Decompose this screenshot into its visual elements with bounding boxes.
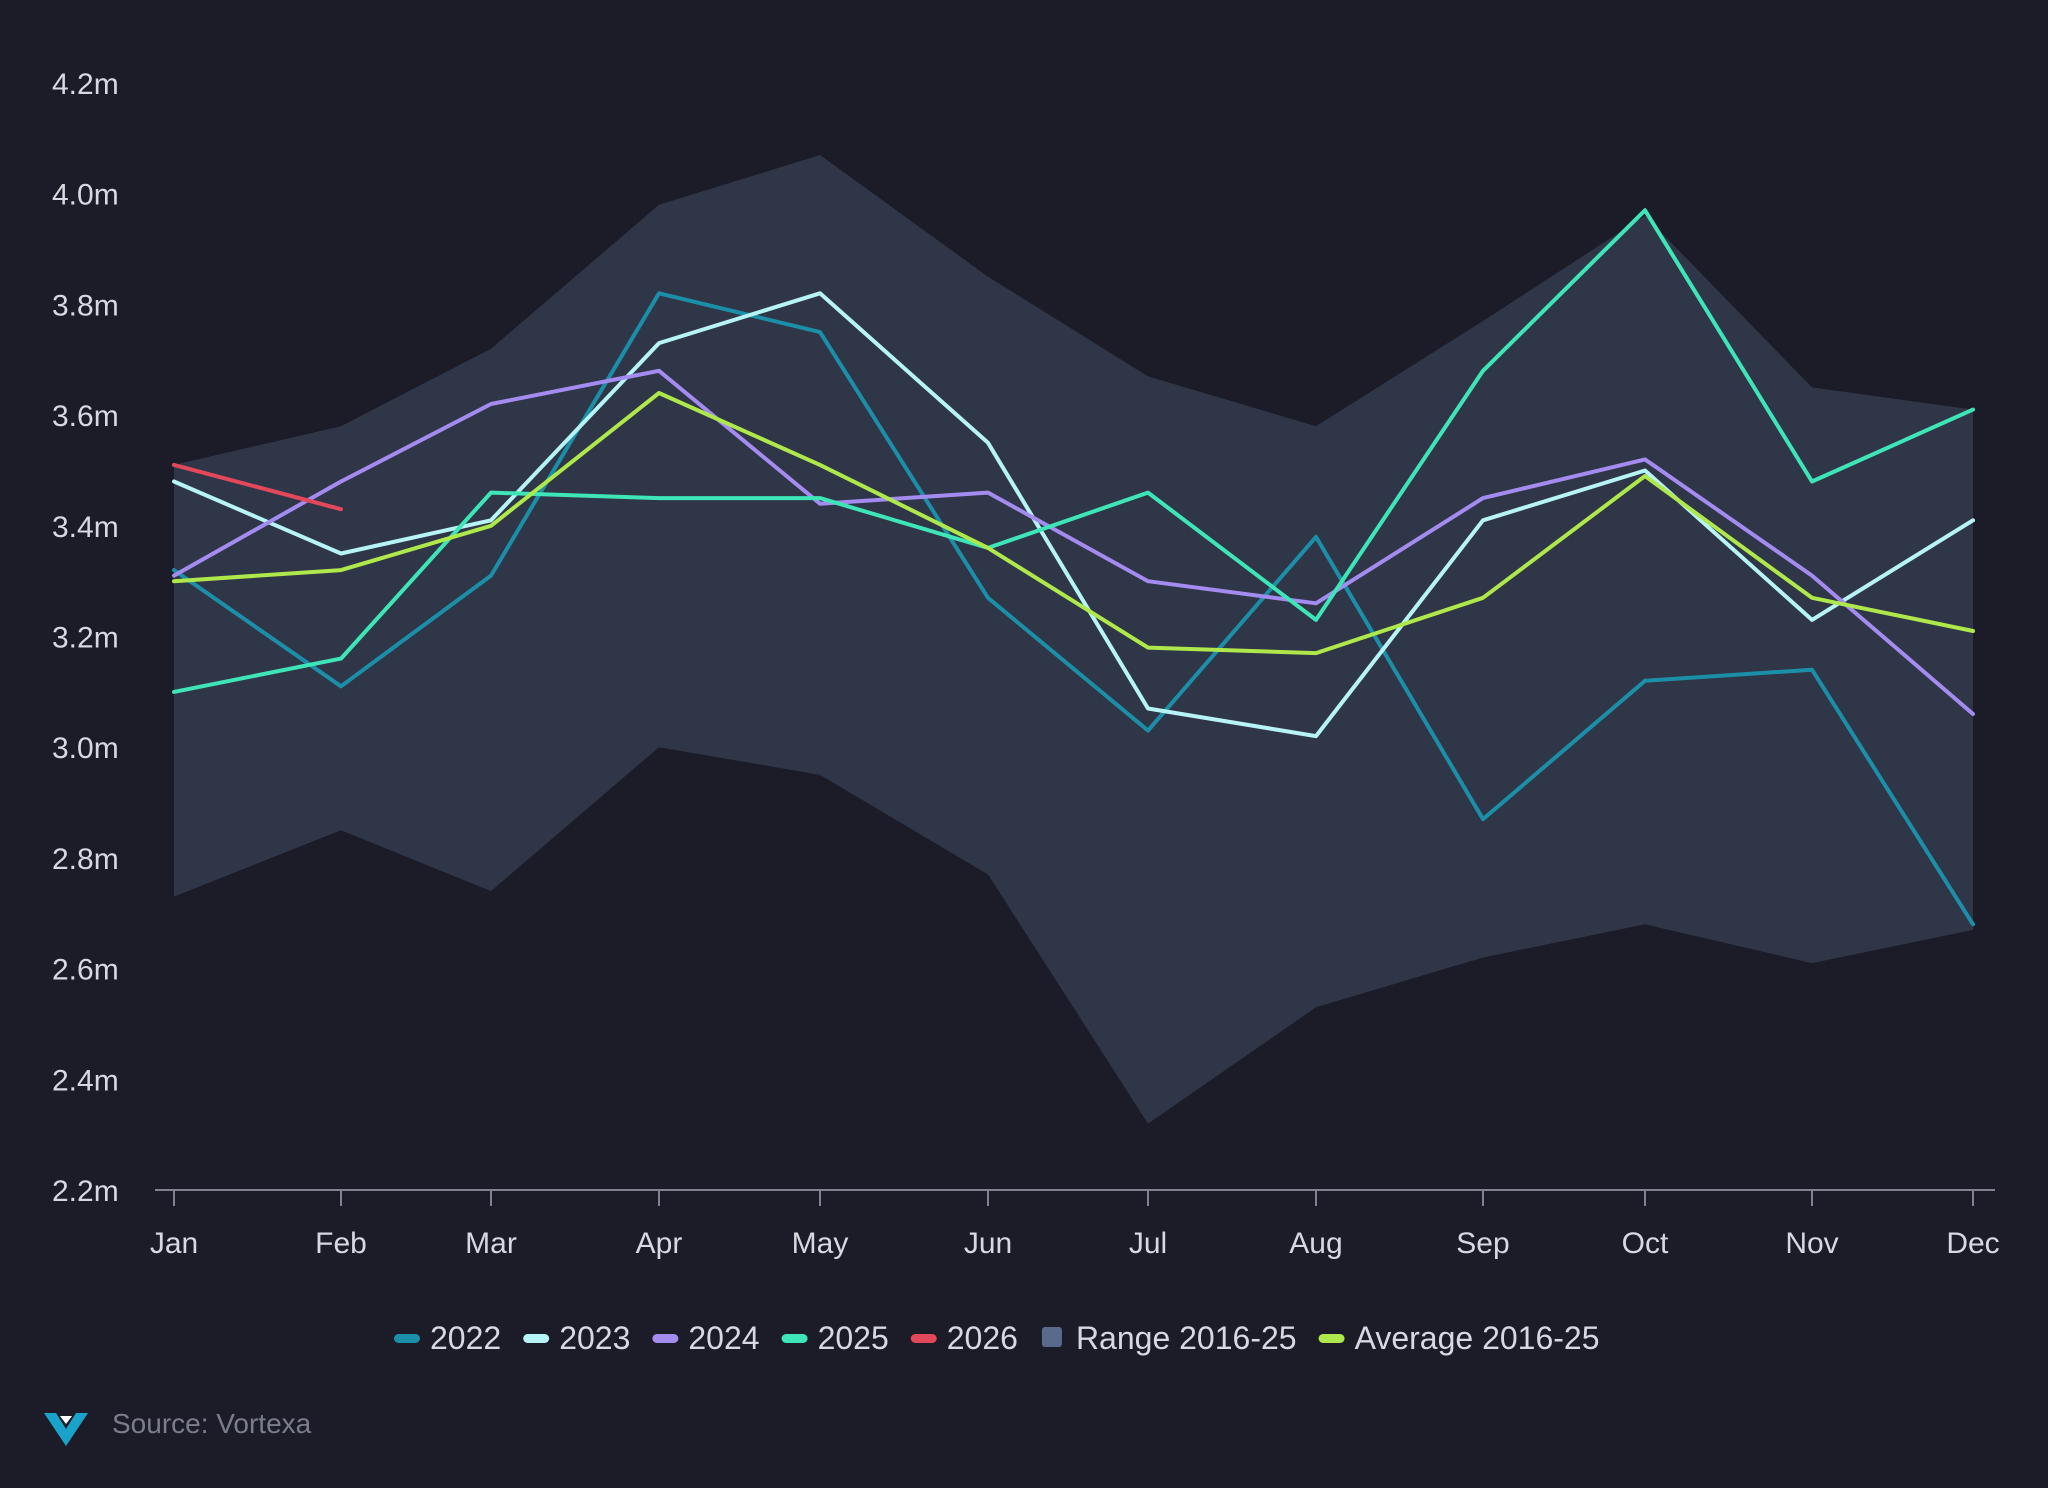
legend-marker-2022 — [394, 1334, 420, 1343]
x-tick-label: Mar — [465, 1227, 517, 1260]
x-tick-label: Sep — [1456, 1227, 1509, 1260]
series-line-2026 — [172, 462, 343, 512]
y-tick-label: 4.2m — [52, 68, 119, 101]
y-tick-label: 4.0m — [52, 179, 119, 212]
series-line-2022 — [172, 291, 1975, 927]
legend-label-range-2016-25[interactable]: Range 2016-25 — [1076, 1320, 1297, 1356]
legend-marker-average-2016-25 — [1318, 1334, 1345, 1343]
vortexa-logo-icon — [44, 1413, 88, 1446]
source-text: Source: Vortexa — [112, 1408, 312, 1439]
y-tick-label: 3.6m — [52, 400, 119, 433]
legend-marker-2025 — [781, 1334, 808, 1343]
series-line-2024 — [172, 368, 1975, 716]
legend-label-2022[interactable]: 2022 — [430, 1320, 501, 1356]
x-tick-label: Jan — [150, 1227, 198, 1260]
x-tick-label: Aug — [1289, 1227, 1342, 1260]
x-tick-label: Nov — [1785, 1227, 1838, 1260]
x-tick-label: Jun — [964, 1227, 1012, 1260]
series-lines — [172, 208, 1975, 927]
footer: Source: Vortexa — [44, 1408, 312, 1446]
y-tick-label: 3.2m — [52, 622, 119, 655]
legend-marker-2023 — [523, 1334, 550, 1343]
y-tick-label: 3.4m — [52, 511, 119, 544]
x-tick-label: Feb — [315, 1227, 367, 1260]
y-tick-label: 3.8m — [52, 289, 119, 322]
legend: 2022 2023 2024 2025 2026 Range 2016-25 Average… — [394, 1320, 1600, 1356]
x-tick-label: Jul — [1129, 1227, 1167, 1260]
legend-label-2025[interactable]: 2025 — [818, 1320, 889, 1356]
y-tick-label: 2.8m — [52, 843, 119, 876]
legend-label-2024[interactable]: 2024 — [688, 1320, 759, 1356]
x-tick-label: Oct — [1622, 1227, 1669, 1260]
range-band — [174, 155, 1973, 1124]
series-line-average-2016-25 — [172, 391, 1975, 656]
legend-label-2023[interactable]: 2023 — [559, 1320, 630, 1356]
y-tick-label: 2.2m — [52, 1175, 119, 1208]
legend-marker-range-2016-25 — [1041, 1327, 1062, 1347]
y-tick-label: 2.6m — [52, 954, 119, 987]
legend-label-average-2016-25[interactable]: Average 2016-25 — [1355, 1320, 1600, 1356]
y-tick-label: 3.0m — [52, 732, 119, 765]
range-area-layer — [174, 155, 1973, 1124]
legend-label-2026[interactable]: 2026 — [947, 1320, 1018, 1356]
x-tick-label: Apr — [636, 1227, 683, 1260]
y-tick-label: 2.4m — [52, 1064, 119, 1097]
legend-marker-2026 — [910, 1334, 937, 1343]
axes: Jan Feb Mar Apr May Jun Jul Aug Sep Oct Nov Dec 2.2m… — [52, 68, 2000, 1260]
x-tick-label: May — [792, 1227, 849, 1260]
x-tick-label: Dec — [1946, 1227, 1999, 1260]
series-line-2025 — [172, 208, 1975, 694]
legend-marker-2024 — [652, 1334, 679, 1343]
